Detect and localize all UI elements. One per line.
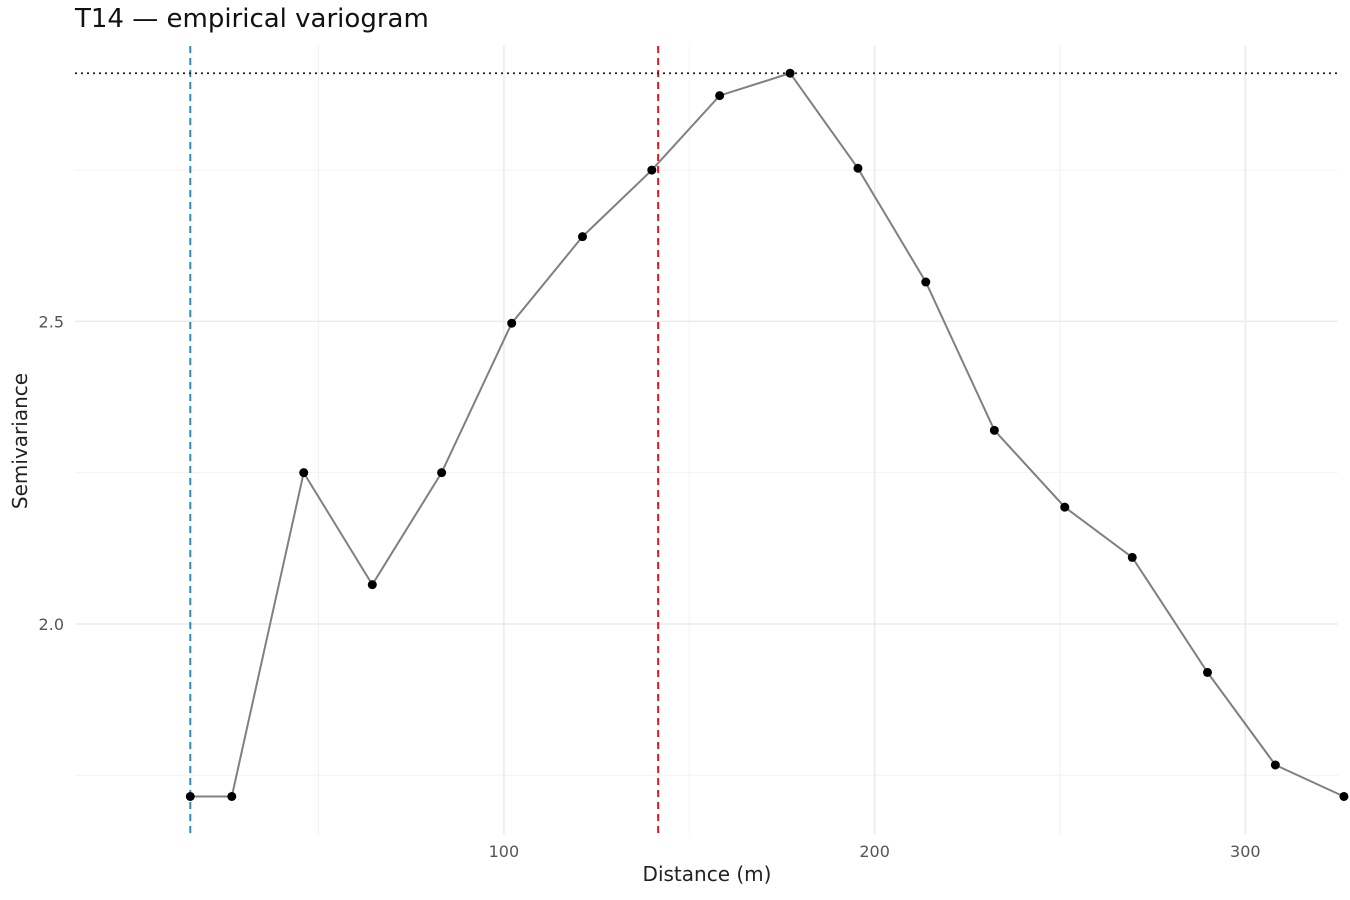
data-point [1270, 760, 1280, 770]
data-point [715, 91, 725, 101]
data-point [785, 68, 795, 78]
data-point [921, 277, 931, 287]
x-tick-labels: 100 200 300 [489, 842, 1261, 861]
chart-title: T14 — empirical variogram [75, 4, 429, 34]
x-tick-label: 300 [1230, 842, 1261, 861]
y-tick-labels: 2.0 2.5 [39, 312, 64, 634]
minor-gridlines [75, 46, 1338, 834]
major-gridlines [75, 46, 1338, 834]
semivariance-series [190, 72, 1345, 798]
data-point [227, 791, 237, 801]
data-points [185, 68, 1349, 801]
data-point [1127, 552, 1137, 562]
x-tick-label: 100 [489, 842, 520, 861]
x-tick-label: 200 [859, 842, 890, 861]
y-tick-label: 2.5 [39, 312, 64, 331]
data-point [367, 580, 377, 590]
x-axis-label: Distance (m) [642, 862, 772, 886]
data-point [577, 232, 587, 242]
data-point [437, 468, 447, 478]
data-point [1339, 791, 1349, 801]
data-point [507, 318, 517, 328]
data-point [185, 791, 195, 801]
reference-lines [75, 46, 1338, 834]
data-point [989, 425, 999, 435]
data-point [853, 163, 863, 173]
data-point [1203, 667, 1213, 677]
data-point [647, 165, 657, 175]
data-point [1060, 502, 1070, 512]
data-point [299, 468, 309, 478]
semivariance-line [190, 72, 1345, 798]
y-tick-label: 2.0 [39, 615, 64, 634]
